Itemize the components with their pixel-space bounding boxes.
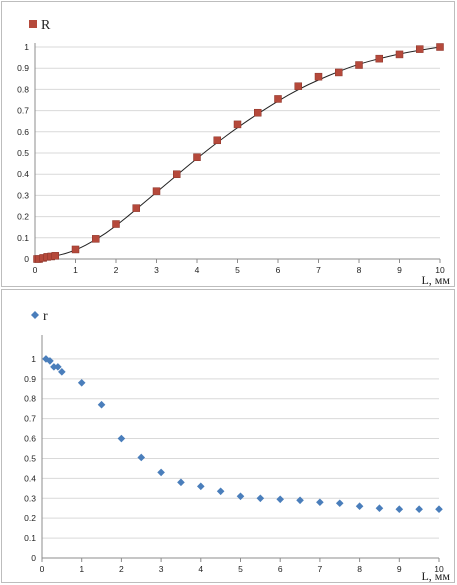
data-point xyxy=(335,499,344,508)
y-tick-label: 0.5 xyxy=(17,148,29,158)
legend-marker xyxy=(29,20,37,28)
data-point xyxy=(254,108,262,117)
chart-svg-r-upper: 00.10.20.30.40.50.60.70.80.910 1 2 3 4 5 6 7 8 9 1… xyxy=(17,18,450,286)
y-tick-label: 0.9 xyxy=(17,63,29,73)
x-tick-label: 1 xyxy=(79,564,84,574)
legend-label: r xyxy=(43,309,48,324)
data-point xyxy=(137,453,146,462)
chart-panel-r-upper: 0 0.1 0.2 0.3 0.4 0.5 0.6 0.7 0.8 0.9 1 0 1 2 3 4 5 6 7 8 9 1… xyxy=(1,1,455,287)
x-tick-label: 2 xyxy=(119,564,124,574)
fit-curve-line xyxy=(34,46,441,260)
y-tick-label: 0.5 xyxy=(24,453,36,463)
x-tick-label: 1 xyxy=(73,265,78,275)
x-tick-label: 4 xyxy=(195,265,200,275)
data-point xyxy=(316,498,324,507)
data-point xyxy=(436,43,444,51)
y-tick-label: 0.4 xyxy=(17,169,29,179)
data-point xyxy=(416,45,424,53)
x-axis-title: L, мм xyxy=(421,273,450,286)
y-tick-label: 0.6 xyxy=(17,127,29,137)
chart-svg-r-lower: 00.10.20.30.40.50.60.70.80.910 1 2 3 4 5 6 7 8 9 1… xyxy=(24,309,450,582)
data-point xyxy=(296,496,304,505)
data-point xyxy=(415,505,423,514)
y-tick-label: 0.9 xyxy=(24,374,36,384)
data-point xyxy=(97,400,106,409)
x-tick-label: 9 xyxy=(397,564,402,574)
data-point xyxy=(335,68,343,77)
y-tick-label: 0.6 xyxy=(24,434,36,444)
x-tick-label: 3 xyxy=(159,564,164,574)
data-point xyxy=(77,379,86,387)
data-point xyxy=(395,50,404,59)
data-point xyxy=(375,54,383,63)
data-point xyxy=(213,136,221,145)
data-point xyxy=(58,368,66,376)
y-tick-label: 0.8 xyxy=(24,394,36,404)
y-tick-label: 0.2 xyxy=(24,513,36,523)
data-point xyxy=(152,187,161,195)
data-point xyxy=(112,220,120,228)
data-point xyxy=(395,505,404,514)
x-tick-label: 10 xyxy=(435,265,445,275)
y-tick-label: 0.1 xyxy=(24,533,36,543)
data-point xyxy=(71,245,80,254)
y-tick-label: 0.3 xyxy=(24,493,36,503)
x-tick-label: 7 xyxy=(316,265,321,275)
data-point xyxy=(46,357,54,365)
data-point xyxy=(177,478,185,487)
data-point xyxy=(274,95,282,103)
data-point xyxy=(132,204,140,212)
x-tick-label: 5 xyxy=(238,564,243,574)
x-tick-label: 10 xyxy=(434,564,444,574)
x-tick-label: 8 xyxy=(357,265,362,275)
y-tick-label: 1 xyxy=(31,354,36,364)
y-tick-label: 0.1 xyxy=(17,233,29,243)
data-point xyxy=(92,235,100,243)
data-point xyxy=(157,468,165,477)
data-point xyxy=(197,482,205,491)
y-tick-label: 0 xyxy=(31,553,36,563)
y-tick-label: 0.7 xyxy=(24,414,36,424)
x-tick-label: 9 xyxy=(397,265,402,275)
data-point xyxy=(216,487,225,496)
x-tick-label: 5 xyxy=(235,265,240,275)
data-point xyxy=(117,434,126,443)
x-tick-label: 7 xyxy=(318,564,323,574)
x-tick-label: 2 xyxy=(114,265,119,275)
x-tick-label: 4 xyxy=(198,564,203,574)
chart-panel-r-lower: 0 0.1 0.2 0.3 0.4 0.5 0.6 0.7 0.8 0.9 1 0 1 2 3 4 5 6 7 8 9 1… xyxy=(1,289,455,583)
data-point xyxy=(355,61,363,69)
y-tick-label: 0.8 xyxy=(17,84,29,94)
x-axis-title: L, мм xyxy=(421,569,450,582)
x-tick-label: 6 xyxy=(278,564,283,574)
x-tick-label: 0 xyxy=(33,265,38,275)
data-point xyxy=(51,252,59,260)
legend-label: R xyxy=(41,18,51,33)
data-point xyxy=(294,82,302,90)
data-point xyxy=(314,72,323,81)
x-tick-label: 8 xyxy=(357,564,362,574)
data-point xyxy=(375,504,384,513)
y-tick-label: 0 xyxy=(24,254,29,264)
y-tick-label: 0.2 xyxy=(17,212,29,222)
data-point xyxy=(276,495,284,504)
data-point xyxy=(173,170,181,178)
x-tick-label: 6 xyxy=(276,265,281,275)
data-point xyxy=(256,494,265,503)
y-tick-label: 0.3 xyxy=(17,190,29,200)
data-point xyxy=(355,502,364,511)
y-tick-label: 1 xyxy=(24,42,29,52)
legend-marker xyxy=(31,311,39,319)
x-tick-label: 0 xyxy=(40,564,45,574)
data-point xyxy=(435,505,443,514)
data-point xyxy=(42,355,50,363)
y-tick-label: 0.7 xyxy=(17,106,29,116)
data-point xyxy=(233,120,242,129)
x-tick-label: 3 xyxy=(154,265,159,275)
y-tick-label: 0.4 xyxy=(24,473,36,483)
data-point xyxy=(236,492,245,501)
data-point xyxy=(193,153,201,161)
